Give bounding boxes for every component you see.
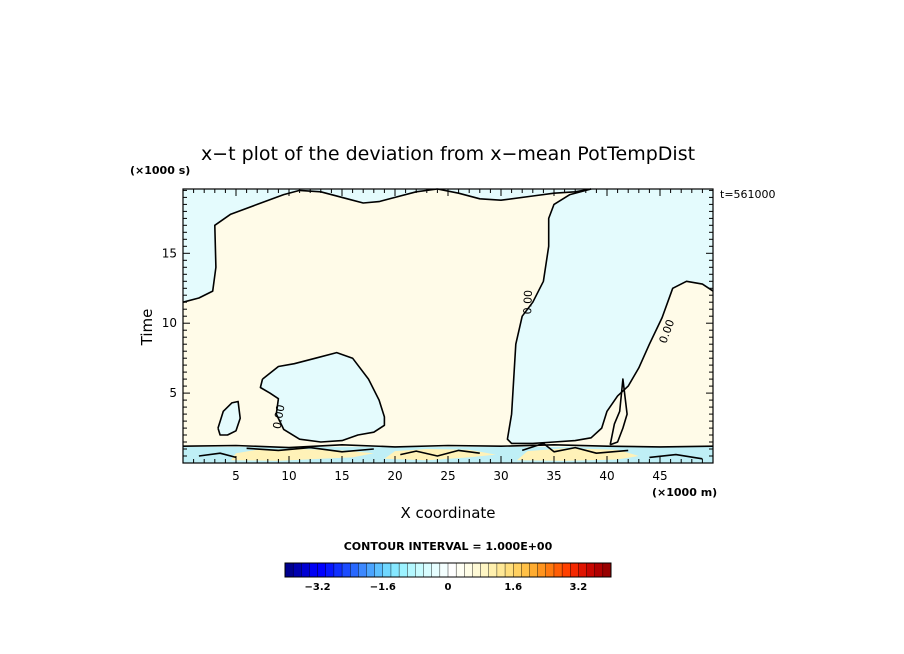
colorbar-cell xyxy=(341,562,351,578)
zero-contour xyxy=(649,453,703,460)
colorbar-cell xyxy=(545,562,555,578)
x-tick-label: 15 xyxy=(334,469,349,483)
colorbar-cell xyxy=(586,562,596,578)
colorbar-cell xyxy=(333,562,343,578)
colorbar-cell xyxy=(447,562,457,578)
colorbar-cell xyxy=(431,562,441,578)
colorbar-cell xyxy=(423,562,433,578)
colorbar-cell xyxy=(284,562,294,578)
chart-title: x−t plot of the deviation from x−mean Po… xyxy=(201,143,695,165)
y-tick-label: 10 xyxy=(162,316,177,330)
plot-area: 0.000.000.00 xyxy=(182,188,714,464)
y-tick-labels: 5 10 15 xyxy=(162,246,177,400)
colorbar-cell xyxy=(464,562,473,578)
y-tick-label: 15 xyxy=(162,246,177,260)
colorbar-cell xyxy=(301,562,310,578)
x-axis-label: X coordinate xyxy=(400,504,495,522)
y-unit-label: (×1000 s) xyxy=(130,164,190,177)
zero-contour xyxy=(259,351,386,443)
y-tick-label: 5 xyxy=(169,386,177,400)
x-tick-label: 20 xyxy=(387,469,402,483)
x-tick-label: 5 xyxy=(232,469,240,483)
colorbar-cell xyxy=(398,562,408,578)
x-tick-label: 45 xyxy=(652,469,667,483)
colorbar-cell xyxy=(496,562,506,578)
negative-region xyxy=(260,352,385,442)
zero-contour xyxy=(182,188,438,303)
colorbar-cell xyxy=(529,562,539,578)
colorbar-cell xyxy=(570,562,579,578)
zero-contour xyxy=(609,378,628,446)
contour-label: 0.00 xyxy=(270,404,287,430)
axis-ticks xyxy=(183,189,713,463)
colorbar-cell xyxy=(602,562,612,578)
zero-contour xyxy=(437,188,592,201)
x-tick-label: 35 xyxy=(546,469,561,483)
zero-contour xyxy=(400,449,480,457)
zero-contour xyxy=(198,452,237,459)
x-tick-labels: 5 10 15 20 25 30 35 40 45 xyxy=(232,469,667,483)
time-label: t=561000 xyxy=(720,188,776,201)
colorbar-cell xyxy=(309,562,319,578)
colorbar-cell xyxy=(561,562,571,578)
colorbar-cell xyxy=(513,562,522,578)
zero-contour xyxy=(246,446,374,453)
colorbar-cell xyxy=(472,562,482,578)
colorbar-cell xyxy=(325,562,335,578)
negative-region xyxy=(218,401,241,435)
colorbar-cell xyxy=(374,562,384,578)
negative-region xyxy=(183,189,438,303)
colorbar-tick-label: −1.6 xyxy=(370,582,396,593)
x-unit-label: (×1000 m) xyxy=(652,486,717,499)
colorbar-tick-label: 3.2 xyxy=(570,582,588,593)
zero-contour xyxy=(521,442,629,454)
colorbar-cell xyxy=(578,562,588,578)
x-tick-label: 30 xyxy=(493,469,508,483)
zero-contours xyxy=(182,188,714,460)
zero-contour xyxy=(217,400,241,436)
colorbar-tick-labels: −3.2 −1.6 0 1.6 3.2 xyxy=(305,582,588,593)
y-axis-label: Time xyxy=(138,309,156,347)
colorbar-cell xyxy=(415,562,425,578)
colorbar-cell xyxy=(455,562,465,578)
colorbar-cell xyxy=(407,562,416,578)
colorbar-cell xyxy=(366,562,376,578)
colorbar-cell xyxy=(292,562,302,578)
colorbar-cell xyxy=(390,562,400,578)
colorbar-cell xyxy=(439,562,449,578)
colorbar-cell xyxy=(480,562,490,578)
colorbar-cell xyxy=(504,562,514,578)
colorbar-cell xyxy=(317,562,327,578)
colorbar-cell xyxy=(358,562,368,578)
contour-interval-text: CONTOUR INTERVAL = 1.000E+00 xyxy=(344,540,553,553)
zero-contour xyxy=(182,444,714,449)
colorbar-tick-label: 0 xyxy=(445,582,452,593)
colorbar-frame xyxy=(284,562,612,578)
negative-region xyxy=(507,189,713,444)
colorbar-cell xyxy=(350,562,359,578)
contour-label: 0.00 xyxy=(521,290,535,315)
x-tick-label: 10 xyxy=(281,469,296,483)
colorbar-tick-label: 1.6 xyxy=(504,582,522,593)
colorbar-cell xyxy=(382,562,392,578)
colorbar-cell xyxy=(553,562,563,578)
colorbar-cell xyxy=(488,562,498,578)
x-tick-label: 25 xyxy=(440,469,455,483)
colorbar-cell xyxy=(537,562,547,578)
colorbar-cell xyxy=(521,562,530,578)
colorbar-cell xyxy=(594,562,604,578)
positive-region xyxy=(610,379,628,445)
colorbar xyxy=(284,562,612,578)
x-tick-label: 40 xyxy=(599,469,614,483)
colorbar-tick-label: −3.2 xyxy=(305,582,331,593)
